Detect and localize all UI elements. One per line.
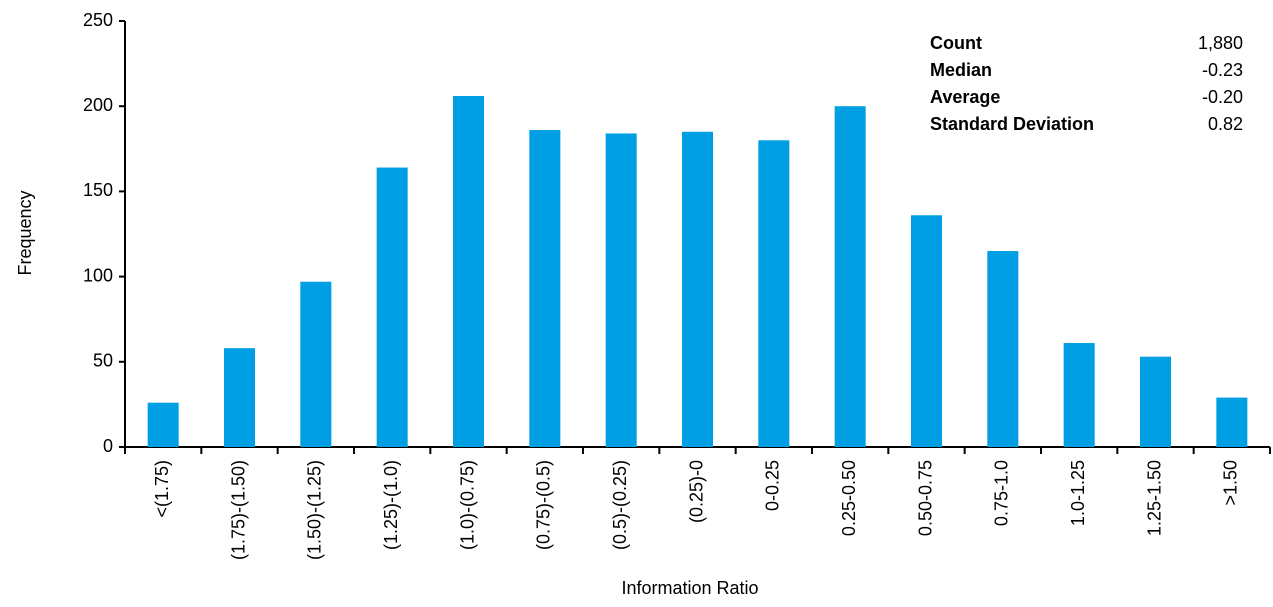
x-tick-label: (1.0)-(0.75) xyxy=(457,460,477,550)
y-tick-label: 100 xyxy=(83,265,113,285)
stat-label: Count xyxy=(930,33,982,53)
bar xyxy=(605,133,637,448)
x-tick-label: >1.50 xyxy=(1221,460,1241,506)
stat-label: Standard Deviation xyxy=(930,114,1094,134)
bar xyxy=(300,281,332,447)
y-tick-label: 50 xyxy=(93,351,113,371)
stat-value: 0.82 xyxy=(1208,114,1243,134)
bar xyxy=(453,95,484,447)
y-axis-label: Frequency xyxy=(15,190,35,275)
x-tick-label: (0.25)-0 xyxy=(686,460,706,523)
x-tick-label: 0.50-0.75 xyxy=(915,460,935,536)
bar xyxy=(834,106,866,447)
stat-value: -0.23 xyxy=(1202,60,1243,80)
x-tick-label: 0.25-0.50 xyxy=(839,460,859,536)
bar xyxy=(1140,356,1171,447)
x-axis-label: Information Ratio xyxy=(621,578,758,598)
bar xyxy=(1063,343,1095,447)
y-tick-label: 200 xyxy=(83,95,113,115)
x-tick-label: <(1.75) xyxy=(152,460,172,518)
bar xyxy=(147,402,179,447)
bar xyxy=(224,348,255,447)
bar xyxy=(529,130,561,447)
y-tick-label: 0 xyxy=(103,436,113,456)
bar xyxy=(758,140,790,447)
bar xyxy=(987,251,1019,447)
y-tick-label: 150 xyxy=(83,180,113,200)
x-tick-label: 1.0-1.25 xyxy=(1068,460,1088,526)
x-tick-label: 0-0.25 xyxy=(763,460,783,511)
bar xyxy=(376,167,408,447)
stat-value: 1,880 xyxy=(1198,33,1243,53)
x-tick-label: 1.25-1.50 xyxy=(1144,460,1164,536)
x-tick-label: (1.25)-(1.0) xyxy=(381,460,401,550)
stat-value: -0.20 xyxy=(1202,87,1243,107)
x-tick-label: 0.75-1.0 xyxy=(992,460,1012,526)
x-tick-label: (1.75)-(1.50) xyxy=(228,460,248,560)
bar xyxy=(1216,397,1248,447)
stat-label: Median xyxy=(930,60,992,80)
x-tick-label: (1.50)-(1.25) xyxy=(305,460,325,560)
y-tick-label: 250 xyxy=(83,10,113,30)
x-tick-label: (0.5)-(0.25) xyxy=(610,460,630,550)
stat-label: Average xyxy=(930,87,1000,107)
bar xyxy=(682,131,713,447)
x-tick-label: (0.75)-(0.5) xyxy=(534,460,554,550)
bar xyxy=(911,215,942,447)
